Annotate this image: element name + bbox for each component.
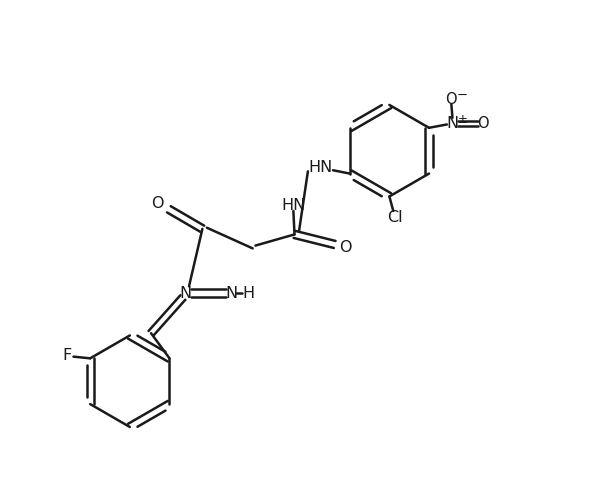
Text: N: N (446, 116, 458, 131)
Text: HN: HN (282, 198, 306, 213)
Text: H: H (242, 286, 254, 300)
Text: N: N (226, 286, 237, 300)
Text: HN: HN (309, 160, 333, 176)
Text: O: O (151, 196, 164, 211)
Text: O: O (477, 116, 489, 131)
Text: −: − (457, 89, 468, 102)
Text: O: O (445, 92, 457, 108)
Text: ±: ± (458, 113, 468, 127)
Text: N: N (180, 286, 191, 300)
Text: Cl: Cl (387, 210, 403, 225)
Text: O: O (340, 240, 352, 255)
Text: F: F (62, 348, 71, 363)
